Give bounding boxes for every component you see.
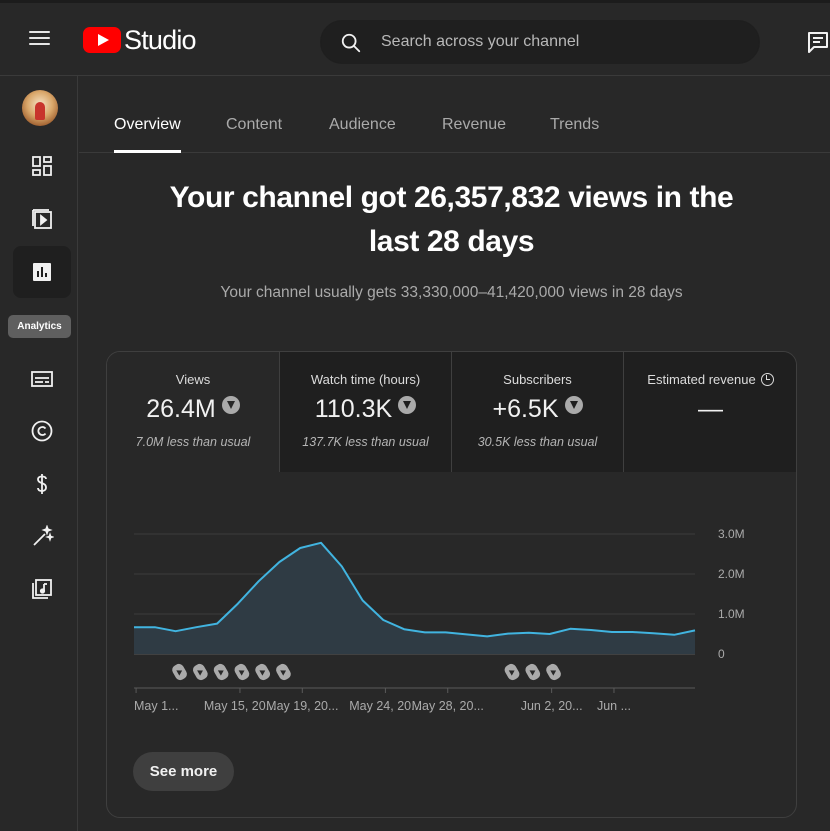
metric-value-text: +6.5K (492, 395, 559, 423)
content-icon (32, 209, 52, 229)
active-tab-indicator (114, 150, 181, 153)
analytics-icon (33, 263, 51, 281)
page-title: Your channel got 26,357,832 views in the… (79, 176, 824, 264)
metric-note: 137.7K less than usual (302, 435, 429, 449)
shorts-icon[interactable] (233, 662, 251, 682)
search-input[interactable] (381, 21, 741, 63)
metric-subscribers[interactable]: Subscribers +6.5K 30.5K less than usual (451, 352, 623, 472)
metric-label: Subscribers (503, 372, 572, 387)
metric-note: 7.0M less than usual (135, 435, 251, 449)
see-more-button[interactable]: See more (133, 752, 234, 791)
metric-estimated-revenue[interactable]: Estimated revenue — (623, 352, 796, 472)
metric-value-text: 26.4M (146, 395, 216, 423)
typical-range-text: Your channel usually gets 33,330,000–41,… (220, 284, 683, 301)
arrow-down-icon (221, 396, 240, 414)
shorts-icon[interactable] (274, 662, 292, 682)
hamburger-menu-icon[interactable] (26, 25, 56, 55)
tab-overview[interactable]: Overview (114, 116, 181, 133)
analytics-tooltip: Analytics (8, 315, 71, 338)
tab-trends[interactable]: Trends (550, 116, 600, 133)
search-bar[interactable] (320, 20, 760, 64)
x-tick-label: May 1... (134, 699, 178, 713)
magic-wand-icon (33, 525, 54, 546)
clock-icon (760, 373, 774, 386)
dashboard-icon (32, 156, 52, 176)
y-tick-label: 0 (718, 647, 725, 661)
tab-content[interactable]: Content (226, 116, 283, 133)
youtube-play-icon (83, 27, 121, 53)
x-tick-label: May 15, 20... (204, 699, 276, 713)
shorts-icon[interactable] (253, 662, 271, 682)
metric-label-text: Estimated revenue (647, 372, 756, 387)
arrow-down-icon (398, 396, 417, 414)
shorts-icon[interactable] (524, 662, 542, 682)
tab-audience[interactable]: Audience (329, 116, 396, 133)
y-tick-label: 1.0M (718, 607, 745, 621)
metric-value: +6.5K (452, 395, 623, 424)
shorts-icon[interactable] (212, 662, 230, 682)
audio-library-icon (32, 579, 52, 599)
headline-line-1: Your channel got 26,357,832 views in the (169, 181, 734, 214)
studio-logo[interactable]: Studio (83, 23, 197, 57)
x-tick-label: Jun 2, 20... (521, 699, 583, 713)
subtitles-icon (31, 371, 53, 387)
sidebar: Analytics (0, 76, 78, 831)
headline-line-2: last 28 days (368, 225, 535, 258)
metric-value: 26.4M (107, 395, 279, 424)
logo-text: Studio (124, 24, 197, 55)
y-tick-label: 3.0M (718, 527, 745, 541)
x-tick-label: May 19, 20... (266, 699, 338, 713)
dollar-icon (37, 474, 47, 494)
metric-value: 110.3K (280, 395, 451, 424)
arrow-down-icon (564, 396, 583, 414)
shorts-icon[interactable] (170, 662, 188, 682)
sidebar-item-audio-library[interactable] (13, 563, 71, 615)
sidebar-item-analytics[interactable] (13, 246, 71, 298)
sidebar-item-subtitles[interactable] (13, 353, 71, 405)
shorts-icon[interactable] (544, 662, 562, 682)
analytics-tabs: Overview Content Audience Revenue Trends (79, 76, 830, 153)
top-bar: Studio (0, 0, 830, 76)
channel-avatar[interactable] (22, 90, 58, 126)
metric-value: — (698, 395, 723, 423)
views-line (134, 541, 696, 638)
shorts-icon[interactable] (191, 662, 209, 682)
views-area (134, 542, 695, 654)
metric-tabs: Views 26.4M 7.0M less than usual Watch t… (107, 352, 796, 472)
x-tick-label: May 24, 20... (349, 699, 421, 713)
x-tick-label: Jun ... (597, 699, 631, 713)
metric-views[interactable]: Views 26.4M 7.0M less than usual (107, 352, 279, 472)
sidebar-item-dashboard[interactable] (13, 140, 71, 192)
views-chart: 3.0M 2.0M 1.0M 0 May 1... May 15, 20...May 19… (134, 527, 745, 713)
shorts-icon[interactable] (503, 662, 521, 682)
tab-revenue[interactable]: Revenue (442, 116, 507, 133)
overview-card: Views 26.4M 7.0M less than usual Watch t… (106, 351, 797, 818)
feedback-icon[interactable] (806, 30, 830, 54)
metric-watch-time[interactable]: Watch time (hours) 110.3K 137.7K less th… (279, 352, 451, 472)
copyright-icon (31, 420, 53, 442)
search-icon (341, 33, 361, 53)
metric-label: Estimated revenue (624, 372, 796, 387)
sidebar-item-copyright[interactable] (13, 405, 71, 457)
metric-note: 30.5K less than usual (477, 435, 598, 449)
metric-label: Views (175, 372, 211, 387)
sidebar-item-content[interactable] (13, 193, 71, 245)
y-tick-label: 2.0M (718, 567, 745, 581)
metric-label: Watch time (hours) (310, 372, 421, 387)
sidebar-item-customization[interactable] (13, 511, 71, 563)
sidebar-item-earn[interactable] (13, 458, 71, 510)
x-tick-label: May 28, 20... (412, 699, 484, 713)
metric-value-text: 110.3K (314, 395, 393, 423)
